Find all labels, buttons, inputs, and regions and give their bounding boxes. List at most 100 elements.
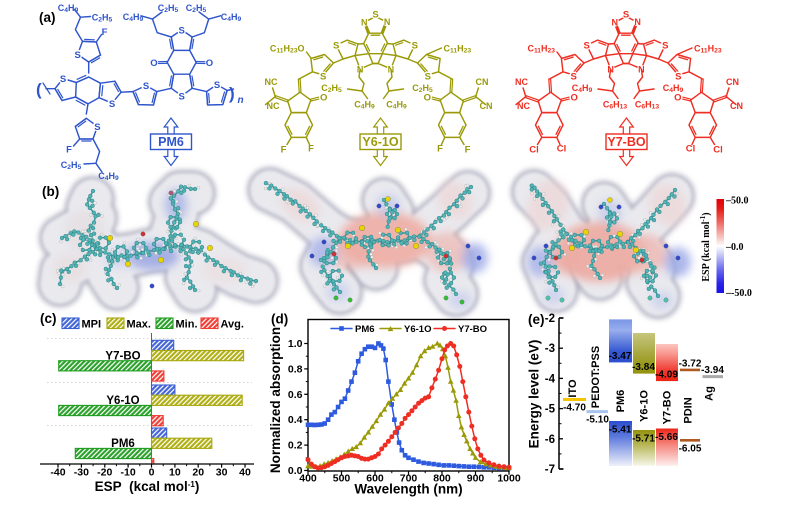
svg-text:F: F (308, 144, 314, 155)
svg-text:C4H9: C4H9 (572, 83, 593, 94)
svg-text:Y6-1O: Y6-1O (106, 395, 139, 407)
svg-text:1000: 1000 (497, 473, 521, 485)
svg-text:PEDOT:PSS: PEDOT:PSS (590, 346, 602, 408)
svg-text:-6.05: -6.05 (679, 443, 702, 454)
svg-text:S: S (320, 72, 326, 83)
svg-text:500: 500 (333, 473, 351, 485)
svg-text:O: O (674, 93, 681, 104)
svg-text:Avg.: Avg. (221, 319, 244, 331)
svg-text:Cl: Cl (686, 144, 696, 155)
svg-text:-10: -10 (121, 467, 136, 479)
svg-text:C2H5: C2H5 (158, 3, 179, 14)
svg-text:PM6: PM6 (615, 390, 627, 413)
svg-text:F: F (281, 145, 287, 156)
svg-text:ESP (kcal mol-1): ESP (kcal mol-1) (699, 212, 712, 281)
svg-text:Y7-BO: Y7-BO (662, 390, 674, 424)
svg-text:-30: -30 (74, 467, 89, 479)
svg-text:0.2: 0.2 (288, 440, 303, 452)
svg-text:C2H5: C2H5 (61, 160, 82, 171)
svg-text:30: 30 (216, 467, 228, 479)
svg-text:Min.: Min. (176, 319, 198, 331)
svg-text:S: S (425, 72, 431, 83)
svg-text:CN: CN (730, 101, 743, 111)
svg-text:C4H9: C4H9 (354, 100, 375, 111)
svg-text:10: 10 (169, 467, 181, 479)
svg-text:-4.70: -4.70 (563, 403, 586, 414)
svg-text:-5.10: -5.10 (586, 415, 609, 426)
svg-text:–50.0: –50.0 (725, 196, 749, 207)
svg-text:0: 0 (149, 467, 155, 479)
svg-text:(a): (a) (39, 10, 56, 25)
svg-text:ITO: ITO (567, 379, 579, 398)
svg-text:-5.71: -5.71 (632, 434, 655, 445)
svg-text:Normalized absorption: Normalized absorption (268, 327, 283, 473)
svg-text:Cl: Cl (529, 145, 539, 156)
svg-text:-4: -4 (545, 373, 556, 385)
svg-text:700: 700 (400, 473, 418, 485)
svg-text:C2H5: C2H5 (92, 13, 113, 24)
svg-text:Y7-BO: Y7-BO (607, 135, 645, 149)
svg-text:F: F (102, 27, 108, 38)
svg-text:0.4: 0.4 (288, 414, 303, 426)
svg-text:PM6: PM6 (158, 135, 184, 149)
svg-text:F: F (465, 145, 471, 156)
svg-text:S: S (143, 81, 149, 92)
svg-text:0.6: 0.6 (288, 389, 303, 401)
svg-text:-3.47: -3.47 (609, 351, 632, 362)
svg-text:-4.09: -4.09 (655, 370, 678, 381)
svg-text:PDIN: PDIN (683, 397, 695, 423)
svg-text:N: N (384, 17, 391, 27)
svg-text:S: S (60, 74, 66, 85)
svg-text:0.0: 0.0 (288, 465, 303, 477)
svg-text:PM6: PM6 (111, 438, 135, 450)
svg-text:600: 600 (366, 473, 384, 485)
svg-text:(e): (e) (528, 312, 545, 327)
svg-text:Wavelength (nm): Wavelength (nm) (354, 482, 462, 497)
svg-text:C11H23: C11H23 (444, 44, 472, 55)
svg-text:40: 40 (239, 467, 251, 479)
svg-text:C2H5: C2H5 (321, 83, 342, 94)
svg-text:S: S (412, 41, 418, 52)
svg-text:N: N (361, 18, 368, 28)
svg-text:(b): (b) (42, 184, 59, 199)
svg-text:C4H9: C4H9 (221, 12, 242, 23)
svg-text:S: S (75, 50, 81, 61)
svg-text:N: N (634, 17, 641, 27)
svg-text:900: 900 (467, 473, 485, 485)
svg-text:NC: NC (267, 101, 281, 111)
svg-text:C4H9: C4H9 (123, 12, 144, 23)
svg-text:(c): (c) (40, 311, 57, 326)
svg-text:S: S (109, 99, 115, 110)
svg-text:400: 400 (299, 473, 317, 485)
svg-text:F: F (437, 144, 443, 155)
svg-text:O: O (424, 93, 431, 104)
svg-text:-3: -3 (545, 343, 555, 355)
svg-text:O: O (571, 93, 578, 104)
svg-text:ESP (kcal mol-1): ESP (kcal mol-1) (95, 479, 200, 494)
svg-text:C4H9: C4H9 (386, 100, 407, 111)
svg-text:Y7-BO: Y7-BO (105, 351, 140, 363)
svg-text:S: S (333, 41, 339, 52)
svg-text:-20: -20 (97, 467, 112, 479)
svg-text:N: N (612, 18, 619, 28)
svg-text:S: S (571, 72, 577, 83)
svg-text:NC: NC (517, 101, 531, 111)
svg-text:F: F (66, 145, 72, 156)
svg-text:S: S (94, 122, 100, 133)
svg-text:MPI: MPI (82, 319, 102, 331)
svg-text:20: 20 (192, 467, 204, 479)
svg-text:1.0: 1.0 (288, 338, 303, 350)
svg-text:NC: NC (515, 77, 529, 87)
svg-text:CN: CN (726, 77, 739, 87)
svg-text:S: S (675, 72, 681, 83)
svg-text:Energy level (eV): Energy level (eV) (527, 340, 542, 449)
svg-text:C11H23: C11H23 (694, 44, 722, 55)
svg-text:C4H9: C4H9 (58, 3, 79, 14)
svg-text:S: S (623, 10, 629, 21)
svg-text:C6H13: C6H13 (635, 100, 659, 111)
svg-text:S: S (179, 91, 185, 102)
svg-text:Y7-BO: Y7-BO (458, 324, 487, 335)
svg-text:S: S (372, 10, 378, 21)
svg-text:-5.66: -5.66 (655, 432, 678, 443)
svg-text:C2H5: C2H5 (186, 3, 207, 14)
